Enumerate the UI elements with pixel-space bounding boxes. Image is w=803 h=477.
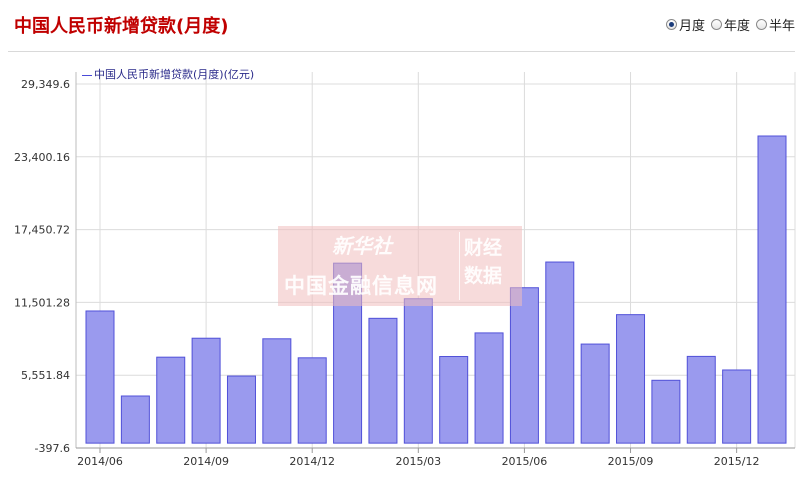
header-divider <box>8 51 795 52</box>
bar <box>191 337 221 444</box>
bar <box>262 338 292 444</box>
bar <box>616 314 646 444</box>
option-yearly-label: 年度 <box>723 19 750 34</box>
y-tick-label: -397.6 <box>35 442 70 455</box>
y-tick-label: 5,551.84 <box>21 369 70 382</box>
option-monthly-label: 月度 <box>678 19 705 34</box>
y-tick-label: 23,400.16 <box>14 151 70 164</box>
x-tick-label: 2015/09 <box>608 455 654 468</box>
option-half-year[interactable]: 半年 <box>755 15 795 34</box>
watermark-left: 新华社 中国金融信息网 <box>278 226 458 306</box>
option-monthly[interactable]: 月度 <box>665 15 705 34</box>
bar <box>297 357 327 444</box>
x-tick-label: 2014/12 <box>289 455 335 468</box>
bar <box>509 287 539 444</box>
watermark-xinhua: 新华社 <box>332 234 392 258</box>
watermark-logo: 新华社 中国金融信息网 财经 数据 <box>278 226 522 306</box>
bar <box>545 261 575 444</box>
watermark-separator <box>459 232 460 300</box>
x-tick-label: 2015/06 <box>502 455 548 468</box>
bar <box>368 317 398 444</box>
option-half-year-label: 半年 <box>768 19 795 34</box>
bar <box>722 369 752 444</box>
watermark-right-top: 财经 <box>464 237 503 259</box>
y-tick-label: 11,501.28 <box>14 296 70 309</box>
bar <box>156 356 186 444</box>
legend-label: 中国人民币新增贷款(月度)(亿元) <box>94 68 255 81</box>
bar <box>474 332 504 444</box>
chart-header: 中国人民币新增贷款(月度) 月度 年度 半年 <box>0 0 803 52</box>
bar <box>85 310 115 444</box>
watermark-right-bottom: 数据 <box>464 265 503 287</box>
x-tick-label: 2015/03 <box>395 455 441 468</box>
period-selector: 月度 年度 半年 <box>665 15 795 34</box>
bar <box>403 298 433 444</box>
radio-icon[interactable] <box>710 19 722 30</box>
radio-icon[interactable] <box>755 19 767 30</box>
chart-title: 中国人民币新增贷款(月度) <box>14 16 229 37</box>
bar <box>226 375 256 444</box>
x-tick-label: 2014/09 <box>183 455 229 468</box>
bar <box>686 355 716 444</box>
x-tick-label: 2014/06 <box>77 455 123 468</box>
chart-legend: 中国人民币新增贷款(月度)(亿元) <box>82 66 254 82</box>
y-tick-label: 29,349.6 <box>21 78 70 91</box>
x-tick-label: 2015/12 <box>714 455 760 468</box>
bar <box>120 395 150 444</box>
option-yearly[interactable]: 年度 <box>710 15 750 34</box>
bar <box>580 343 610 444</box>
radio-selected-icon[interactable] <box>665 19 677 30</box>
watermark-right: 财经 数据 <box>464 234 502 290</box>
y-tick-label: 17,450.72 <box>14 224 70 237</box>
bar <box>757 135 787 444</box>
bar <box>439 356 469 444</box>
bar <box>651 379 681 444</box>
watermark-main: 中国金融信息网 <box>284 274 438 298</box>
legend-swatch <box>82 74 92 76</box>
